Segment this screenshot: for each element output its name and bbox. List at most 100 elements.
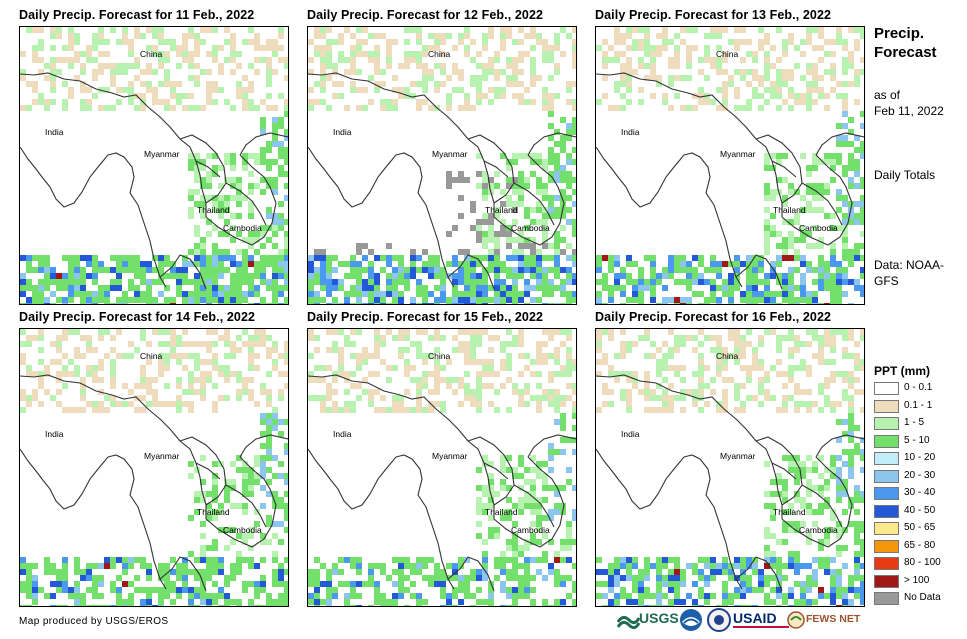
precip-cell <box>806 207 812 213</box>
precip-cell <box>800 153 806 159</box>
precip-cell <box>380 341 386 347</box>
precip-cell <box>542 485 548 491</box>
precip-cell <box>278 503 284 509</box>
precip-cell <box>608 291 614 297</box>
precip-cell <box>554 69 560 75</box>
precip-cell <box>614 353 620 359</box>
precip-cell <box>182 33 188 39</box>
precip-cell <box>200 201 206 207</box>
precip-cell <box>182 279 188 285</box>
precip-cell <box>494 335 500 341</box>
precip-cell <box>710 377 716 383</box>
precip-cell <box>140 407 146 413</box>
precip-cell <box>548 171 554 177</box>
precip-cell <box>68 27 74 33</box>
precip-cell <box>506 593 512 599</box>
precip-cell <box>644 51 650 57</box>
precip-cell <box>146 587 152 593</box>
precip-cell <box>260 419 266 425</box>
precip-cell <box>266 81 272 87</box>
precip-cell <box>488 503 494 509</box>
precip-cell <box>332 63 338 69</box>
precip-cell <box>368 75 374 81</box>
precip-cell <box>422 69 428 75</box>
precip-cell <box>746 99 752 105</box>
precip-cell <box>398 353 404 359</box>
precip-cell <box>764 557 770 563</box>
precip-cell <box>548 279 554 285</box>
precip-cell <box>110 285 116 291</box>
precip-cell <box>80 255 86 261</box>
precip-cell <box>470 267 476 273</box>
precip-cell <box>410 341 416 347</box>
precip-cell <box>674 57 680 63</box>
precip-cell <box>806 479 812 485</box>
precip-cell <box>140 371 146 377</box>
precip-cell <box>284 237 288 243</box>
precip-cell <box>416 605 422 606</box>
precip-cell <box>680 599 686 605</box>
precip-cell <box>776 605 782 606</box>
precip-cell <box>32 255 38 261</box>
precip-cell <box>254 509 260 515</box>
precip-cell <box>536 557 542 563</box>
country-borders <box>596 72 864 290</box>
precip-cell <box>248 545 254 551</box>
precip-cell <box>158 359 164 365</box>
precip-cell <box>284 587 288 593</box>
precip-cell <box>176 267 182 273</box>
precip-cell <box>272 575 278 581</box>
precip-cell <box>848 153 854 159</box>
precip-cell <box>212 407 218 413</box>
precip-cell <box>206 599 212 605</box>
precip-cell <box>236 63 242 69</box>
precip-cell <box>596 341 602 347</box>
precip-cell <box>860 551 864 557</box>
precip-cell <box>56 27 62 33</box>
precip-cell <box>800 291 806 297</box>
precip-cell <box>56 57 62 63</box>
precip-cell <box>380 99 386 105</box>
precip-cell <box>560 27 566 33</box>
precip-cell <box>848 461 854 467</box>
precip-cell <box>842 213 848 219</box>
precip-cell <box>524 303 530 304</box>
precip-cell <box>200 213 206 219</box>
precip-cell <box>182 563 188 569</box>
precip-cell <box>278 117 284 123</box>
precip-cell <box>698 593 704 599</box>
precip-cell <box>206 51 212 57</box>
precip-cell <box>572 225 576 231</box>
precip-cell <box>476 497 482 503</box>
precip-cell <box>80 353 86 359</box>
precip-cell <box>530 599 536 605</box>
precip-cell <box>218 291 224 297</box>
precip-cell <box>242 461 248 467</box>
precip-cell <box>704 365 710 371</box>
precip-cell <box>68 39 74 45</box>
precip-cell <box>446 297 452 303</box>
precip-cell <box>812 27 818 33</box>
precip-cell <box>248 105 254 111</box>
precip-cell <box>278 593 284 599</box>
precip-cell <box>272 303 278 304</box>
precip-cell <box>854 509 860 515</box>
precip-cell <box>662 557 668 563</box>
precip-cell <box>542 39 548 45</box>
precip-cell <box>836 285 842 291</box>
precip-cell <box>224 527 230 533</box>
precip-cell <box>572 279 576 285</box>
precip-cell <box>566 219 572 225</box>
precip-cell <box>380 569 386 575</box>
precip-cell <box>356 557 362 563</box>
precip-cell <box>536 569 542 575</box>
precip-cell <box>566 395 572 401</box>
precip-cell <box>320 377 326 383</box>
precip-cell <box>236 87 242 93</box>
precip-cell <box>422 51 428 57</box>
precip-cell <box>476 341 482 347</box>
precip-cell <box>836 261 842 267</box>
precip-cell <box>278 473 284 479</box>
precip-cell <box>650 57 656 63</box>
precip-cell <box>662 401 668 407</box>
